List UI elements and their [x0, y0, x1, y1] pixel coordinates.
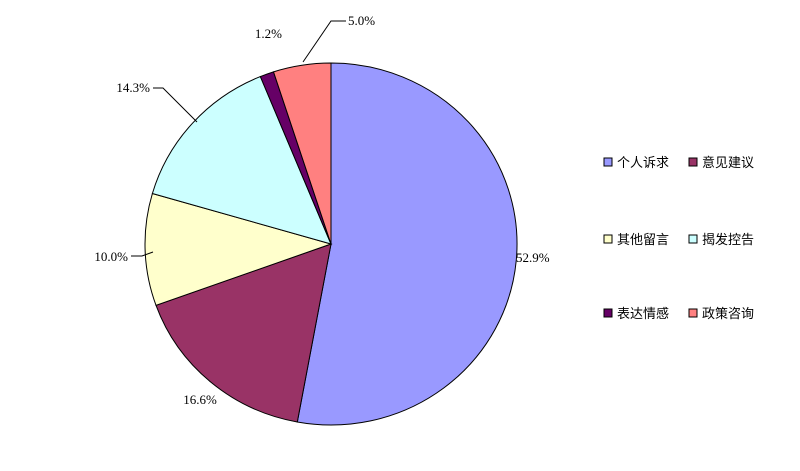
legend-label-2: 意见建议 [702, 155, 754, 171]
legend-label-5: 表达情感 [617, 306, 669, 322]
legend-swatch-2 [688, 157, 698, 167]
legend-swatch-6 [688, 308, 698, 318]
leader-lines [131, 20, 346, 257]
slice-4 [151, 75, 332, 245]
data-label-5: 1.2% [255, 26, 282, 41]
data-label-6: 5.0% [348, 13, 375, 28]
pie-slices [144, 62, 518, 426]
data-label-3: 10.0% [94, 249, 128, 264]
leader-line-6 [302, 20, 346, 63]
legend-label-3: 其他留言 [617, 233, 669, 248]
leader-line-4 [153, 87, 198, 123]
slice-6 [272, 62, 332, 245]
slice-1 [296, 62, 518, 426]
data-label-1: 52.9% [516, 250, 550, 265]
legend-swatch-3 [603, 234, 613, 244]
legend-swatch-1 [603, 157, 613, 167]
slice-3 [144, 192, 333, 306]
legend-swatch-4 [688, 234, 698, 244]
data-label-4: 14.3% [116, 80, 150, 95]
leader-line-3 [131, 251, 154, 257]
slice-2 [155, 243, 332, 423]
legend-label-4: 揭发控告 [702, 232, 754, 248]
data-labels: 52.9% 16.6% 10.0% 14.3% 1.2% 5.0% [94, 13, 549, 407]
data-label-2: 16.6% [183, 392, 217, 407]
legend-swatch-5 [603, 308, 613, 318]
legend-label-6: 政策咨询 [702, 306, 754, 322]
legend-label-1: 个人诉求 [617, 156, 669, 171]
